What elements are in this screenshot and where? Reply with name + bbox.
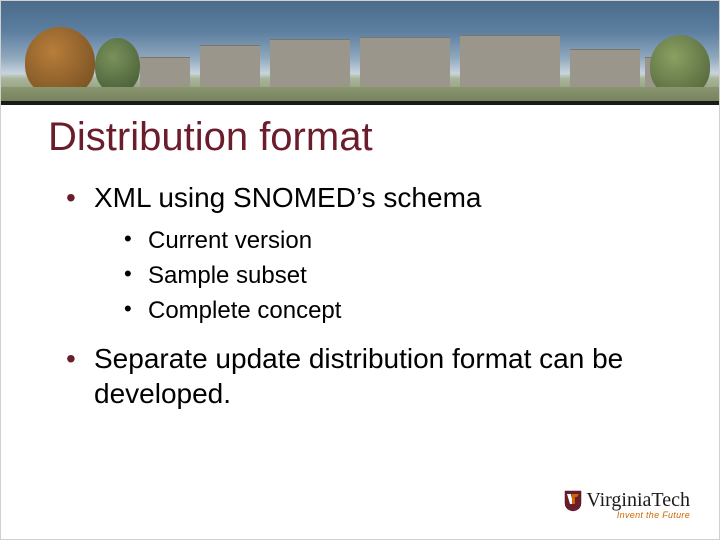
banner-tree [95, 38, 140, 93]
list-item-text: Current version [148, 227, 312, 254]
list-item: Complete concept [124, 295, 672, 326]
list-item: XML using SNOMED’s schema Current versio… [66, 180, 672, 327]
list-item-text: Separate update distribution format can … [94, 343, 623, 409]
banner-building [200, 45, 260, 87]
slide-title: Distribution format [48, 115, 672, 160]
logo-row: VirginiaTech [564, 489, 690, 512]
brand-tagline: Invent the Future [564, 510, 690, 520]
banner-building [140, 57, 190, 87]
list-item: Separate update distribution format can … [66, 341, 672, 411]
banner-building [270, 39, 350, 87]
list-item: Sample subset [124, 260, 672, 291]
bullet-list-level2: Current version Sample subset Complete c… [94, 225, 672, 327]
banner-building [460, 35, 560, 87]
list-item-text: XML using SNOMED’s schema [94, 182, 481, 213]
footer-branding: VirginiaTech Invent the Future [564, 489, 690, 520]
list-item-text: Sample subset [148, 262, 307, 289]
header-banner [0, 0, 720, 105]
shield-icon [564, 490, 582, 512]
slide-content: Distribution format XML using SNOMED’s s… [0, 105, 720, 411]
banner-border [0, 101, 720, 105]
bullet-list-level1: XML using SNOMED’s schema Current versio… [48, 180, 672, 411]
banner-building [570, 49, 640, 87]
banner-building [360, 37, 450, 87]
brand-name: VirginiaTech [586, 489, 690, 512]
list-item: Current version [124, 225, 672, 256]
list-item-text: Complete concept [148, 297, 341, 324]
